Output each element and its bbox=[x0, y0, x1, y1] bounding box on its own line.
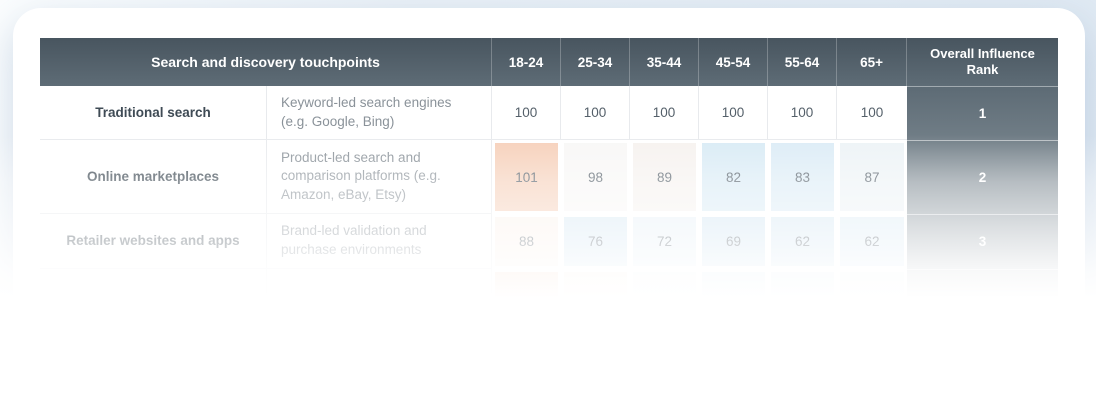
rank-cell: 2 bbox=[907, 140, 1059, 215]
value-cell: 69 bbox=[699, 214, 769, 269]
value-cell: 83 bbox=[768, 140, 838, 215]
header-row: Search and discovery touchpoints 18-24 2… bbox=[40, 38, 1059, 86]
header-age-55-64: 55-64 bbox=[768, 38, 838, 86]
value-cell: 101 bbox=[492, 140, 562, 215]
touchpoint-description: Keyword-led search engines (e.g. Google,… bbox=[267, 86, 493, 141]
header-age-35-44: 35-44 bbox=[630, 38, 700, 86]
rank-cell: 3 bbox=[907, 214, 1059, 269]
touchpoint-name: Traditional search bbox=[40, 86, 267, 141]
value-cell: 100 bbox=[630, 86, 700, 141]
table-card: Search and discovery touchpoints 18-24 2… bbox=[13, 8, 1085, 353]
value-cell: 100 bbox=[837, 86, 908, 141]
header-age-18-24: 18-24 bbox=[492, 38, 562, 86]
touchpoint-description: Product-led search and comparison platfo… bbox=[267, 140, 493, 215]
value-cell: 100 bbox=[492, 86, 562, 141]
value-cell: 72 bbox=[630, 214, 700, 269]
value-cell bbox=[630, 268, 700, 343]
rank-cell bbox=[907, 268, 1059, 343]
touchpoint-description: Brand-led validation and purchase enviro… bbox=[267, 214, 493, 269]
value-cell bbox=[837, 268, 908, 343]
table-row: Retailer websites and apps Brand-led val… bbox=[40, 214, 1059, 269]
header-age-65plus: 65+ bbox=[837, 38, 908, 86]
value-cell: 100 bbox=[561, 86, 631, 141]
value-cell: 76 bbox=[561, 214, 631, 269]
value-cell bbox=[699, 268, 769, 343]
value-cell: 89 bbox=[630, 140, 700, 215]
rank-cell: 1 bbox=[907, 86, 1059, 141]
touchpoint-name: AI chatbots bbox=[40, 268, 267, 343]
value-cell: 87 bbox=[837, 140, 908, 215]
value-cell bbox=[561, 268, 631, 343]
table-row: Online marketplaces Product-led search a… bbox=[40, 140, 1059, 215]
header-overall-influence-rank: Overall Influence Rank bbox=[907, 38, 1059, 86]
header-age-25-34: 25-34 bbox=[561, 38, 631, 86]
header-touchpoints: Search and discovery touchpoints bbox=[40, 38, 493, 86]
header-age-45-54: 45-54 bbox=[699, 38, 769, 86]
touchpoint-name: Retailer websites and apps bbox=[40, 214, 267, 269]
value-cell: 82 bbox=[699, 140, 769, 215]
touchpoint-description: Chat-style AI tools (e.g. bbox=[267, 268, 493, 343]
touchpoint-name: Online marketplaces bbox=[40, 140, 267, 215]
table-row: AI chatbots Chat-style AI tools (e.g. bbox=[40, 268, 1059, 343]
value-cell: 100 bbox=[768, 86, 838, 141]
value-cell: 62 bbox=[768, 214, 838, 269]
value-cell: 88 bbox=[492, 214, 562, 269]
value-cell: 98 bbox=[561, 140, 631, 215]
value-cell bbox=[768, 268, 838, 343]
touchpoints-table: Search and discovery touchpoints 18-24 2… bbox=[40, 38, 1059, 343]
value-cell: 100 bbox=[699, 86, 769, 141]
value-cell bbox=[492, 268, 562, 343]
table-row: Traditional search Keyword-led search en… bbox=[40, 86, 1059, 141]
value-cell: 62 bbox=[837, 214, 908, 269]
